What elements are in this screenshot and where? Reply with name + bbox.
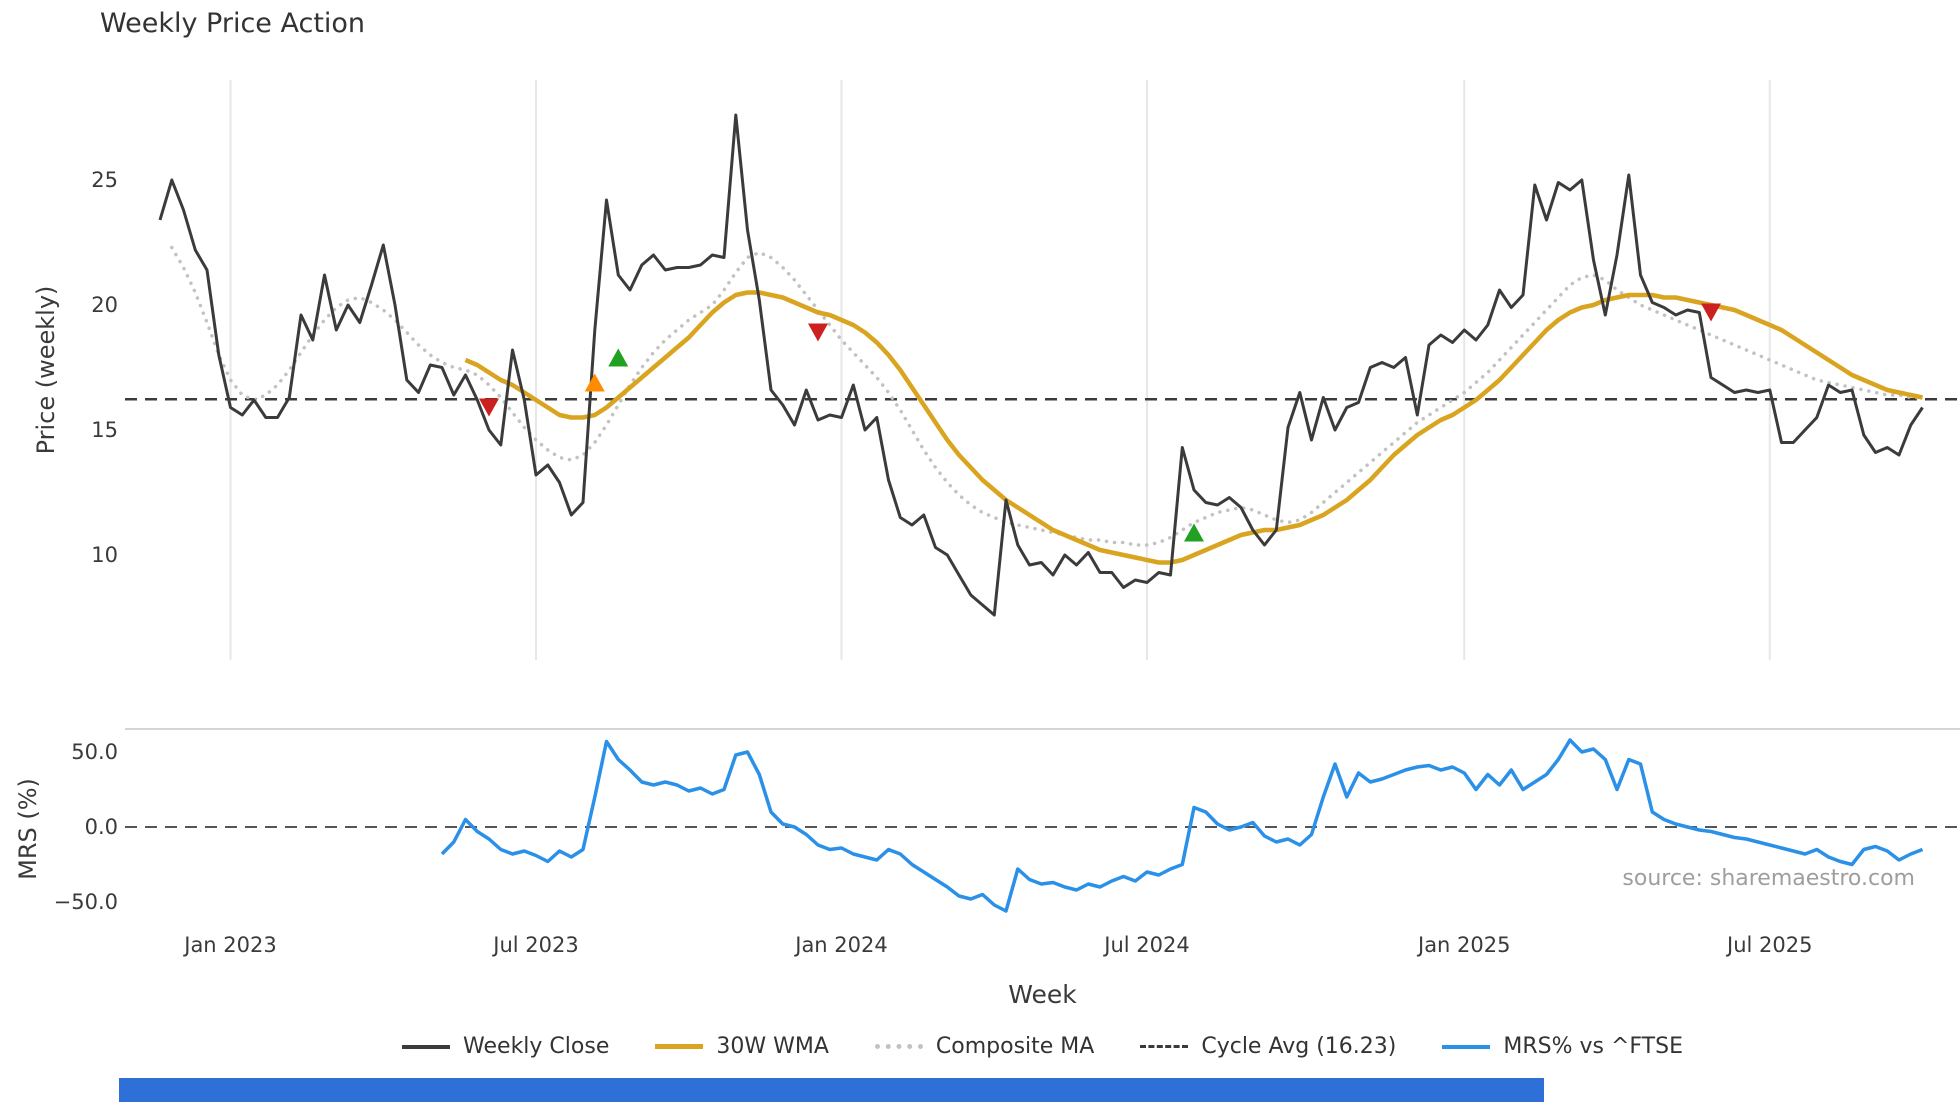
mrs-axis-label: MRS (%)	[14, 778, 42, 880]
buy-signal-marker	[1184, 523, 1204, 542]
bottom-blue-bar[interactable]	[119, 1078, 1544, 1102]
legend-label-composite-ma: Composite MA	[935, 1034, 1095, 1059]
chart-title: Weekly Price Action	[100, 8, 366, 39]
x-tick-label: Jul 2023	[491, 933, 578, 957]
price-tick-label: 20	[91, 293, 118, 317]
legend-label-cycle-avg: Cycle Avg (16.23)	[1201, 1034, 1397, 1059]
legend-item-weekly-close: Weekly Close	[402, 1034, 609, 1059]
legend: Weekly Close 30W WMA Composite MA Cycle …	[125, 1034, 1960, 1059]
legend-label-weekly-close: Weekly Close	[463, 1034, 610, 1059]
legend-label-mrs: MRS% vs ^FTSE	[1503, 1034, 1683, 1059]
legend-item-mrs: MRS% vs ^FTSE	[1442, 1034, 1683, 1059]
mrs-tick-label: 0.0	[85, 815, 118, 839]
legend-item-wma: 30W WMA	[655, 1034, 829, 1059]
price-tick-label: 15	[91, 418, 118, 442]
warn-signal-marker	[584, 373, 605, 392]
mrs-tick-label: 50.0	[71, 740, 118, 764]
legend-item-cycle-avg: Cycle Avg (16.23)	[1140, 1034, 1396, 1059]
composite-ma-line	[170, 245, 1925, 547]
mrs-line	[440, 738, 1924, 913]
x-axis-label: Week	[1008, 980, 1077, 1009]
x-tick-label: Jan 2023	[182, 933, 277, 957]
legend-item-composite-ma: Composite MA	[874, 1034, 1095, 1059]
x-tick-label: Jan 2024	[793, 933, 888, 957]
buy-signal-marker	[608, 348, 629, 367]
mrs-tick-label: −50.0	[54, 890, 118, 914]
source-watermark: source: sharemaestro.com	[1622, 866, 1915, 891]
x-tick-label: Jan 2025	[1416, 933, 1511, 957]
weekly-close-swatch	[402, 1044, 451, 1049]
price-tick-label: 25	[91, 168, 118, 192]
price-tick-label: 10	[91, 543, 118, 567]
x-tick-label: Jul 2024	[1102, 933, 1189, 957]
wma-swatch	[655, 1044, 704, 1049]
price-axis-label: Price (weekly)	[32, 285, 60, 455]
sell-signal-marker	[1701, 303, 1721, 322]
composite-ma-swatch	[874, 1044, 923, 1049]
weekly-close-line	[158, 113, 1924, 617]
cycle-avg-swatch	[1140, 1045, 1189, 1048]
mrs-swatch	[1442, 1044, 1491, 1049]
x-tick-label: Jul 2025	[1725, 933, 1812, 957]
sell-signal-marker	[808, 323, 828, 342]
legend-label-wma: 30W WMA	[716, 1034, 829, 1059]
wma-line	[464, 290, 1923, 565]
sell-signal-marker	[479, 398, 499, 417]
